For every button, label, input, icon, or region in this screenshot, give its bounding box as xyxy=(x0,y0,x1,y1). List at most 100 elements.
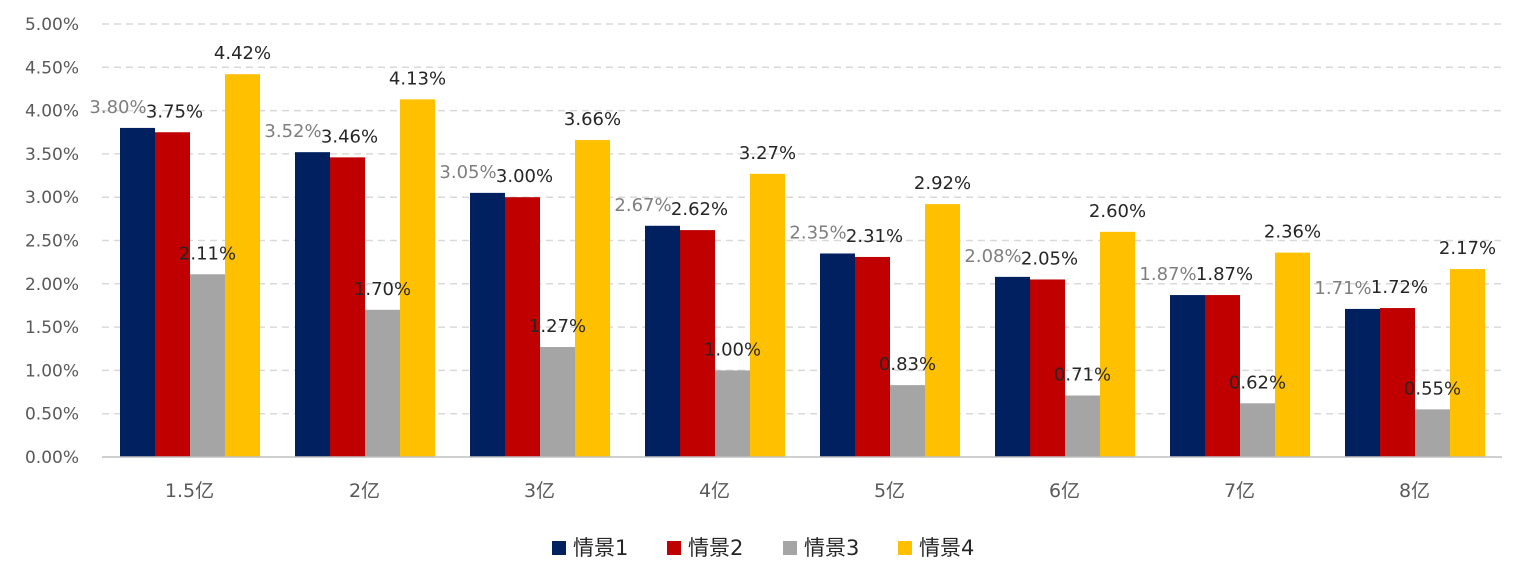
data-label: 1.70% xyxy=(354,279,411,300)
bar-情景2-7亿 xyxy=(1205,295,1240,457)
data-label: 2.92% xyxy=(914,173,971,194)
y-tick-label: 2.50% xyxy=(25,232,79,252)
legend-label: 情景4 xyxy=(919,536,974,560)
bar-情景2-3亿 xyxy=(505,197,540,457)
y-tick-label: 0.00% xyxy=(25,448,79,468)
legend-item-情景1: 情景1 xyxy=(552,536,628,560)
y-axis-ticks: 0.00% 0.50% 1.00% 1.50% 2.00% 2.50% 3.00% 3.50%… xyxy=(25,15,79,468)
bar-情景3-3亿 xyxy=(540,347,575,457)
bar-情景3-8亿 xyxy=(1415,409,1450,457)
data-label: 1.87% xyxy=(1196,264,1253,285)
data-label: 2.17% xyxy=(1439,238,1496,259)
data-label: 0.62% xyxy=(1229,372,1286,393)
data-label: 2.08% xyxy=(964,246,1021,267)
data-label: 3.00% xyxy=(496,166,553,187)
bar-情景4-5亿 xyxy=(925,204,960,457)
x-tick-label: 4亿 xyxy=(699,480,730,502)
x-tick-label: 3亿 xyxy=(524,480,555,502)
legend-swatch xyxy=(552,541,566,555)
data-label: 2.35% xyxy=(789,222,846,243)
y-tick-label: 1.50% xyxy=(25,318,79,338)
legend-item-情景3: 情景3 xyxy=(783,536,859,560)
bar-情景4-3亿 xyxy=(575,140,610,457)
bar-情景1-1.5亿 xyxy=(120,127,155,458)
bar-情景2-2亿 xyxy=(330,157,365,457)
bar-情景2-1.5亿 xyxy=(155,132,190,457)
bar-情景3-4亿 xyxy=(715,370,750,457)
bar-情景2-5亿 xyxy=(855,256,890,457)
bar-情景4-2亿 xyxy=(400,99,435,457)
bar-情景1-5亿 xyxy=(820,253,855,457)
x-tick-label: 1.5亿 xyxy=(165,480,214,502)
data-label: 3.66% xyxy=(564,109,621,130)
data-label: 3.05% xyxy=(439,162,496,183)
x-tick-label: 7亿 xyxy=(1224,480,1255,502)
y-tick-label: 3.50% xyxy=(25,145,79,165)
bar-情景3-7亿 xyxy=(1240,403,1275,457)
x-tick-label: 8亿 xyxy=(1399,480,1430,502)
data-label: 2.36% xyxy=(1264,222,1321,243)
bar-情景1-4亿 xyxy=(645,225,680,457)
bar-情景2-4亿 xyxy=(680,230,715,457)
data-label: 0.83% xyxy=(879,354,936,375)
data-labels: 3.80% 3.75% 2.11% 4.42% 3.52% 3.46% 1.70% 4.13%… xyxy=(89,43,1496,399)
bar-情景1-3亿 xyxy=(470,192,505,457)
data-label: 3.46% xyxy=(321,126,378,147)
bar-情景4-7亿 xyxy=(1275,252,1310,457)
data-label: 2.62% xyxy=(671,199,728,220)
bar-情景4-6亿 xyxy=(1100,231,1135,457)
legend-label: 情景1 xyxy=(573,536,628,560)
legend-label: 情景3 xyxy=(804,536,859,560)
data-label: 4.13% xyxy=(389,68,446,89)
legend-swatch xyxy=(898,541,912,555)
x-tick-label: 6亿 xyxy=(1049,480,1080,502)
data-label: 2.05% xyxy=(1021,248,1078,269)
bar-情景3-2亿 xyxy=(365,309,400,457)
y-tick-label: 1.00% xyxy=(25,361,79,381)
data-label: 0.55% xyxy=(1404,378,1461,399)
data-label: 3.52% xyxy=(264,121,321,142)
y-tick-label: 3.00% xyxy=(25,188,79,208)
data-label: 1.87% xyxy=(1139,264,1196,285)
y-tick-label: 0.50% xyxy=(25,405,79,425)
bars xyxy=(120,74,1485,458)
bar-情景3-1.5亿 xyxy=(190,274,225,457)
bar-情景4-1.5亿 xyxy=(225,74,260,457)
legend-swatch xyxy=(783,541,797,555)
bar-情景3-5亿 xyxy=(890,385,925,457)
y-tick-label: 4.50% xyxy=(25,58,79,78)
y-tick-label: 5.00% xyxy=(25,15,79,35)
data-label: 3.27% xyxy=(739,143,796,164)
data-label: 1.00% xyxy=(704,339,761,360)
data-label: 3.80% xyxy=(89,97,146,118)
bar-情景3-6亿 xyxy=(1065,395,1100,457)
bar-情景2-6亿 xyxy=(1030,279,1065,457)
data-label: 2.31% xyxy=(846,226,903,247)
data-label: 1.71% xyxy=(1314,278,1371,299)
data-label: 2.60% xyxy=(1089,201,1146,222)
y-tick-label: 2.00% xyxy=(25,275,79,295)
x-tick-label: 2亿 xyxy=(349,480,380,502)
data-label: 3.75% xyxy=(146,101,203,122)
bar-情景1-8亿 xyxy=(1345,308,1380,457)
legend-item-情景2: 情景2 xyxy=(667,536,743,560)
data-label: 2.67% xyxy=(614,195,671,216)
bar-情景1-7亿 xyxy=(1170,295,1205,457)
data-label: 4.42% xyxy=(214,43,271,64)
data-label: 0.71% xyxy=(1054,365,1111,386)
x-tick-label: 5亿 xyxy=(874,480,905,502)
bar-情景1-2亿 xyxy=(295,152,330,457)
x-axis-ticks: 1.5亿 2亿 3亿 4亿 5亿 6亿 7亿 8亿 xyxy=(165,480,1430,502)
data-label: 1.72% xyxy=(1371,277,1428,298)
data-label: 1.27% xyxy=(529,316,586,337)
bar-情景4-8亿 xyxy=(1450,269,1485,457)
legend: 情景1 情景2 情景3 情景4 xyxy=(552,536,974,560)
bar-情景1-6亿 xyxy=(995,276,1030,457)
legend-item-情景4: 情景4 xyxy=(898,536,974,560)
legend-label: 情景2 xyxy=(688,536,743,560)
y-tick-label: 4.00% xyxy=(25,102,79,122)
legend-swatch xyxy=(667,541,681,555)
bar-情景4-4亿 xyxy=(750,173,785,457)
